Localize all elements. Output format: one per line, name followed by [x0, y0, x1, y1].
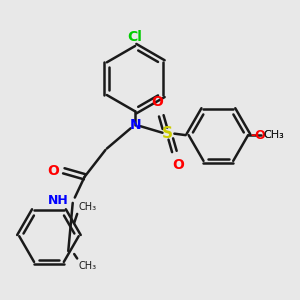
Text: CH₃: CH₃: [79, 202, 97, 212]
Text: O: O: [172, 158, 184, 172]
Text: CH₃: CH₃: [79, 262, 97, 272]
Text: NH: NH: [47, 194, 68, 207]
Text: O: O: [47, 164, 59, 178]
Text: S: S: [162, 126, 173, 141]
Text: Cl: Cl: [128, 31, 142, 44]
Text: O: O: [152, 95, 164, 109]
Text: CH₃: CH₃: [263, 130, 284, 140]
Text: CH₃: CH₃: [263, 130, 284, 140]
Text: -O: -O: [250, 129, 266, 142]
Text: N: N: [129, 118, 141, 132]
